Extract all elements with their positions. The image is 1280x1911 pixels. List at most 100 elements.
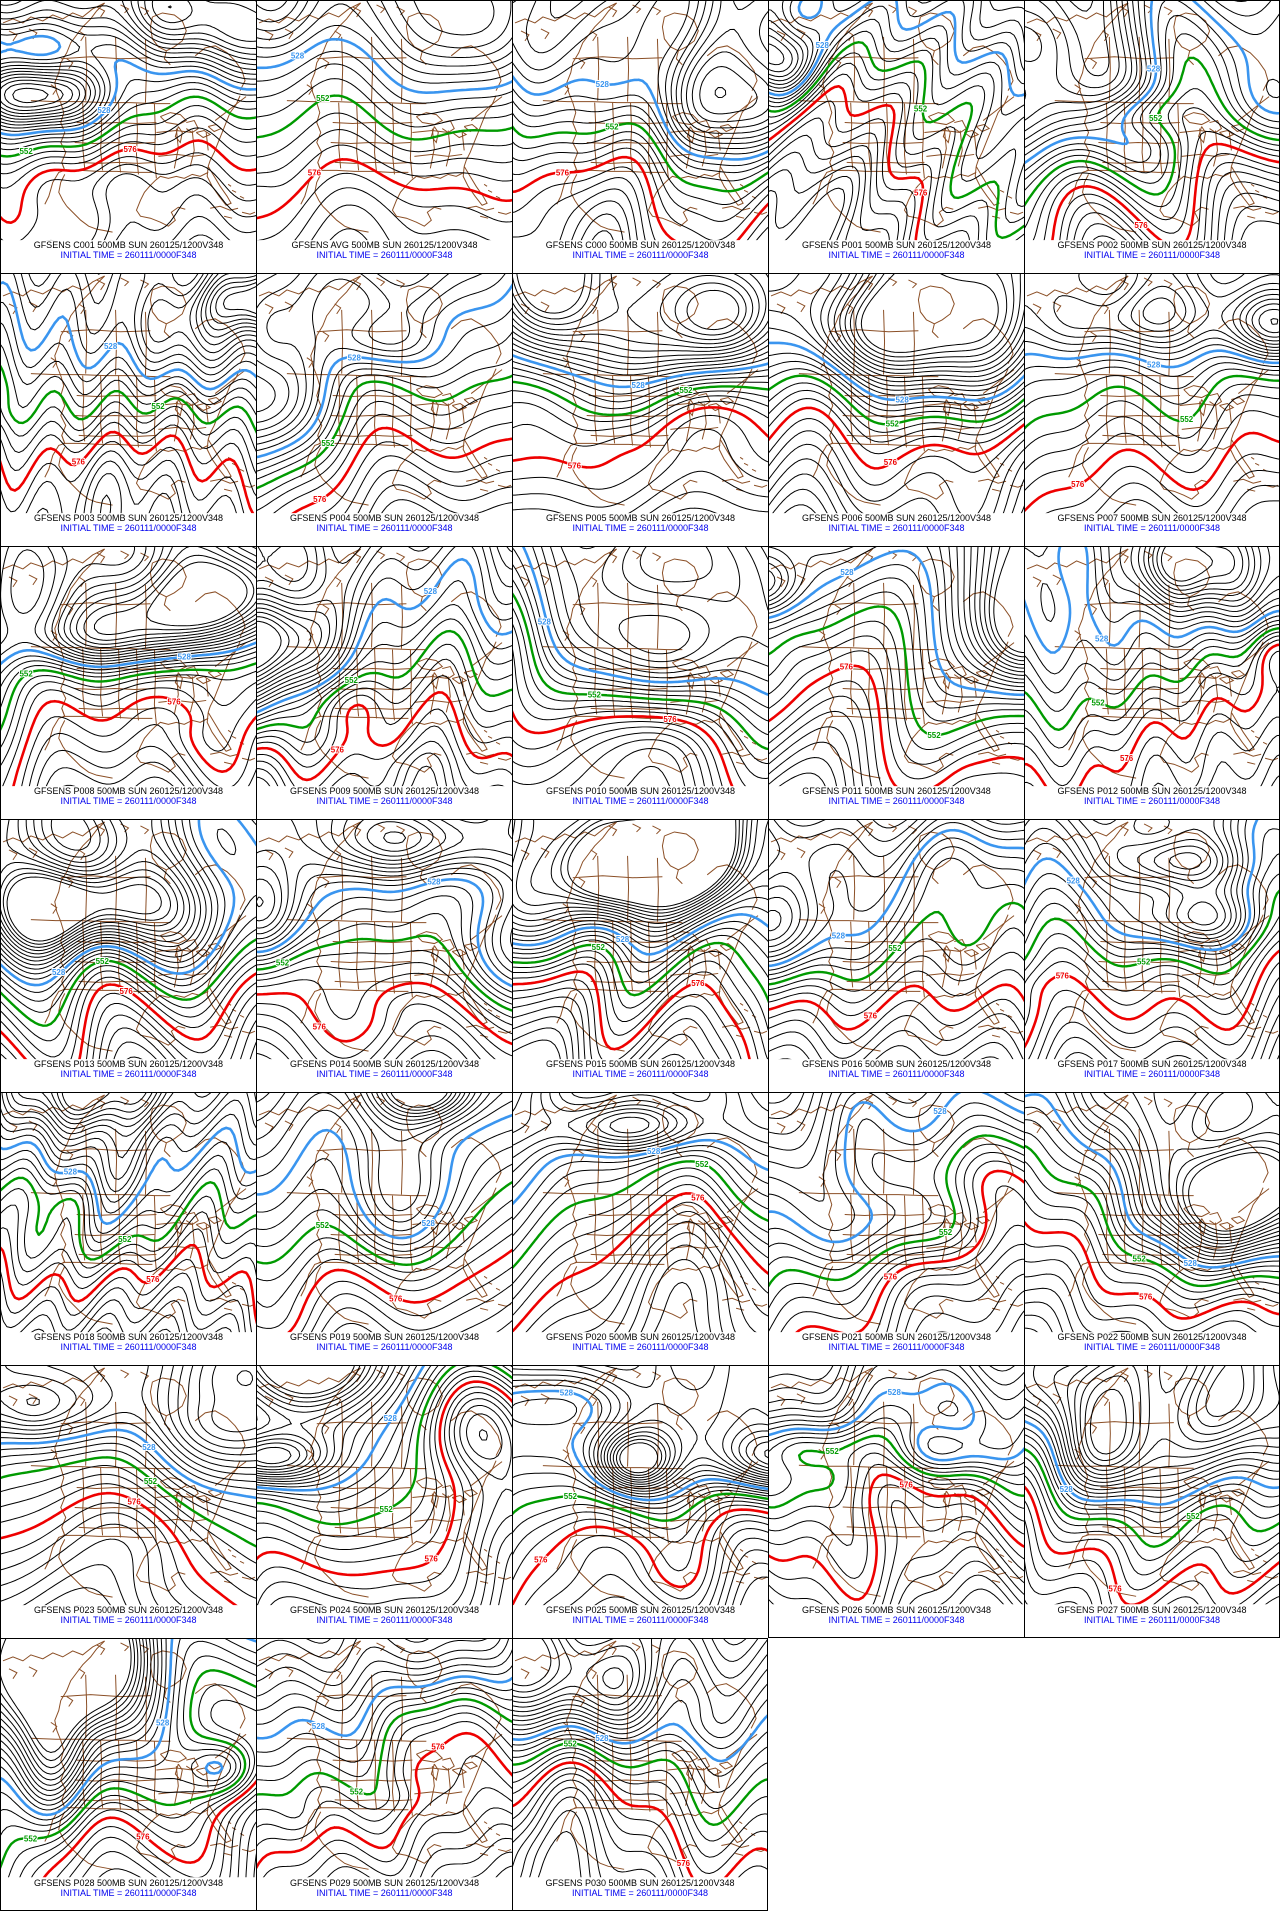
highlighted-contours <box>1 1428 256 1606</box>
height-contours <box>513 820 768 1060</box>
height-contours <box>1025 1 1279 241</box>
contour-label: 576 <box>1071 480 1085 489</box>
contour-label: 552 <box>1186 1512 1200 1521</box>
contour-label: 576 <box>568 462 582 471</box>
contour-map: 528 552 576 <box>513 1093 768 1333</box>
forecast-panel-P006: 528 552 576 GFSENS P006 500MB SUN 260125/1… <box>768 273 1024 546</box>
highlighted-contours <box>257 283 512 514</box>
contour-label: 576 <box>128 1498 142 1507</box>
forecast-panel-P021: 528 552 576 GFSENS P021 500MB SUN 260125/1… <box>768 1092 1024 1365</box>
contour-label: 528 <box>933 1107 947 1116</box>
contour-label: 576 <box>72 458 86 467</box>
highlighted-contours <box>769 1093 1024 1333</box>
geography-outlines <box>258 548 512 779</box>
contour-label: 552 <box>588 691 602 700</box>
contour-map: 528 552 576 <box>257 547 512 787</box>
geography-outlines <box>514 2 768 233</box>
forecast-panel-P016: 528 552 576 GFSENS P016 500MB SUN 260125/1… <box>768 819 1024 1092</box>
forecast-panel-P028: 528 552 576 GFSENS P028 500MB SUN 260125/1… <box>0 1638 256 1911</box>
contour-map: 528 552 576 <box>769 1093 1024 1333</box>
contour-value-labels: 528 552 576 <box>51 956 134 997</box>
contour-label: 576 <box>534 1556 548 1565</box>
contour-label: 528 <box>538 618 552 627</box>
contour-value-labels: 528 552 576 <box>824 1387 914 1490</box>
forecast-panel-P004: 528 552 576 GFSENS P004 500MB SUN 260125/1… <box>256 273 512 546</box>
contour-map: 528 552 576 <box>1025 1093 1279 1333</box>
contour-label: 528 <box>348 353 362 362</box>
contour-label: 552 <box>888 944 902 953</box>
contour-value-labels: 528 552 576 <box>533 1387 579 1565</box>
forecast-panel-P026: 528 552 576 GFSENS P026 500MB SUN 260125/1… <box>768 1365 1024 1638</box>
contour-value-labels: 528 552 576 <box>591 934 706 989</box>
contour-label: 576 <box>1120 754 1134 763</box>
contour-label: 576 <box>1134 221 1148 230</box>
contour-map: 528 552 576 <box>1 1 256 241</box>
forecast-panel-P030: 528 552 576 GFSENS P030 500MB SUN 260125/1… <box>512 1638 768 1911</box>
contour-map: 528 552 576 <box>769 547 1024 787</box>
contour-label: 528 <box>1184 1259 1198 1268</box>
contour-label: 528 <box>424 587 438 596</box>
highlighted-contours <box>257 37 512 220</box>
geography-outlines <box>2 1094 256 1325</box>
contour-label: 576 <box>1056 971 1070 980</box>
contour-label: 528 <box>840 568 854 577</box>
contour-label: 528 <box>896 395 910 404</box>
contour-value-labels: 528 552 576 <box>19 652 193 708</box>
highlighted-contours <box>513 913 768 1060</box>
height-contours <box>769 1366 1024 1605</box>
contour-value-labels: 528 552 576 <box>815 40 929 198</box>
contour-label: 552 <box>1137 957 1151 966</box>
contour-label: 552 <box>825 1447 839 1456</box>
contour-map: 528 552 576 <box>1025 1366 1279 1605</box>
contour-value-labels: 528 552 576 <box>831 930 903 1021</box>
height-contours <box>1025 547 1279 787</box>
contour-label: 576 <box>389 1294 403 1303</box>
highlighted-contours <box>769 828 1024 1031</box>
highlighted-contours <box>769 1382 1024 1601</box>
geography-outlines <box>770 548 1024 779</box>
forecast-panel-P029: 528 552 576 GFSENS P029 500MB SUN 260125/1… <box>256 1638 512 1911</box>
contour-map: 528 552 576 <box>1 274 256 514</box>
contour-label: 552 <box>1180 415 1194 424</box>
highlighted-contours <box>1 1639 256 1878</box>
forecast-panel-P020: 528 552 576 GFSENS P020 500MB SUN 260125/1… <box>512 1092 768 1365</box>
contour-map: 528 552 576 <box>769 1 1024 241</box>
contour-label: 576 <box>308 168 322 177</box>
contour-map: 528 552 576 <box>257 274 512 514</box>
contour-value-labels: 528 552 576 <box>19 105 139 157</box>
contour-map: 528 552 576 <box>769 1366 1024 1605</box>
contour-value-labels: 528 552 576 <box>71 341 167 467</box>
contour-map: 528 552 576 <box>1025 547 1279 787</box>
contour-label: 552 <box>927 731 941 740</box>
forecast-panel-P005: 528 552 576 GFSENS P005 500MB SUN 260125/1… <box>512 273 768 546</box>
highlighted-contours <box>1 281 256 514</box>
contour-label: 528 <box>312 1722 326 1731</box>
highlighted-contours <box>1025 1 1279 241</box>
contour-value-labels: 528 552 576 <box>315 1218 437 1305</box>
contour-label: 528 <box>178 653 192 662</box>
forecast-panel-P027: 528 552 576 GFSENS P027 500MB SUN 260125/1… <box>1024 1365 1280 1638</box>
height-contours <box>1 1 256 241</box>
contour-value-labels: 528 552 576 <box>312 352 362 504</box>
contour-map: 528 552 576 <box>513 547 768 787</box>
height-contours <box>1025 820 1279 1060</box>
forecast-panel-P022: 528 552 576 GFSENS P022 500MB SUN 260125/1… <box>1024 1092 1280 1365</box>
contour-label: 528 <box>888 1388 902 1397</box>
height-contours <box>1 1639 256 1878</box>
contour-value-labels: 528 552 576 <box>563 1733 692 1869</box>
contour-label: 552 <box>564 1739 578 1748</box>
forecast-panel-P019: 528 552 576 GFSENS P019 500MB SUN 260125/1… <box>256 1092 512 1365</box>
highlighted-contours <box>257 1113 512 1333</box>
height-contours <box>257 1 512 241</box>
contour-map: 528 552 576 <box>1025 274 1279 514</box>
forecast-panel-P017: 528 552 576 GFSENS P017 500MB SUN 260125/1… <box>1024 819 1280 1092</box>
forecast-panel-P024: 528 552 576 GFSENS P024 500MB SUN 260125/1… <box>256 1365 512 1638</box>
contour-label: 576 <box>146 1275 160 1284</box>
geography-outlines <box>514 1094 768 1325</box>
contour-label: 528 <box>595 1734 609 1743</box>
contour-label: 576 <box>556 168 570 177</box>
forecast-panel-P003: 528 552 576 GFSENS P003 500MB SUN 260125/1… <box>0 273 256 546</box>
forecast-panel-P012: 528 552 576 GFSENS P012 500MB SUN 260125/1… <box>1024 546 1280 819</box>
forecast-panel-P014: 528 552 576 GFSENS P014 500MB SUN 260125/1… <box>256 819 512 1092</box>
contour-value-labels: 528 552 576 <box>537 617 679 725</box>
